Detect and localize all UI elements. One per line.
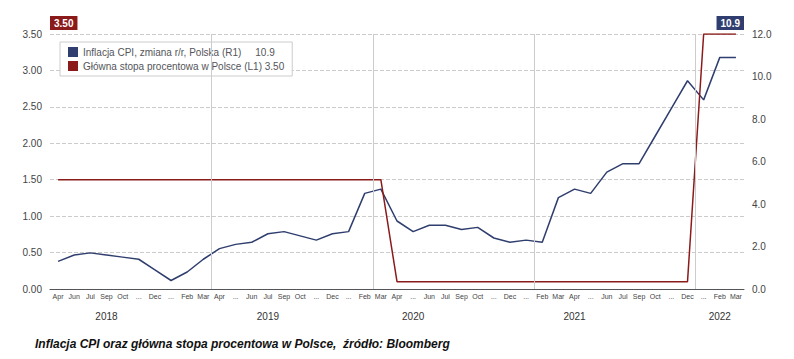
svg-text:Jun: Jun — [601, 293, 612, 300]
svg-text:Sep: Sep — [278, 293, 291, 301]
svg-text:Inflacja CPI oraz główna stopa: Inflacja CPI oraz główna stopa procentow… — [35, 337, 450, 351]
svg-text:Feb: Feb — [181, 293, 193, 300]
svg-text:Jun: Jun — [246, 293, 257, 300]
svg-text:Jul: Jul — [263, 293, 272, 300]
svg-text:2020: 2020 — [402, 311, 425, 322]
svg-text:...: ... — [233, 293, 239, 300]
svg-text:2.0: 2.0 — [752, 241, 766, 252]
svg-text:...: ... — [668, 293, 674, 300]
svg-text:12.0: 12.0 — [752, 29, 772, 40]
svg-text:...: ... — [168, 293, 174, 300]
svg-text:Mar: Mar — [730, 293, 743, 300]
svg-text:Sep: Sep — [633, 293, 646, 301]
svg-text:Mar: Mar — [375, 293, 388, 300]
svg-text:6.0: 6.0 — [752, 156, 766, 167]
svg-text:Apr: Apr — [569, 293, 581, 301]
svg-text:2.00: 2.00 — [23, 138, 43, 149]
svg-text:...: ... — [313, 293, 319, 300]
svg-text:...: ... — [588, 293, 594, 300]
svg-text:Dec: Dec — [504, 293, 517, 300]
svg-text:...: ... — [410, 293, 416, 300]
svg-text:8.0: 8.0 — [752, 114, 766, 125]
svg-text:Oct: Oct — [650, 293, 661, 300]
svg-text:2022: 2022 — [709, 311, 732, 322]
svg-text:1.50: 1.50 — [23, 174, 43, 185]
svg-text:Jul: Jul — [618, 293, 627, 300]
svg-text:3.00: 3.00 — [23, 65, 43, 76]
svg-text:3.50: 3.50 — [54, 18, 74, 29]
svg-text:2021: 2021 — [563, 311, 586, 322]
svg-text:...: ... — [346, 293, 352, 300]
svg-text:Feb: Feb — [359, 293, 371, 300]
svg-text:2.50: 2.50 — [23, 101, 43, 112]
svg-text:Oct: Oct — [472, 293, 483, 300]
svg-text:...: ... — [491, 293, 497, 300]
svg-text:Oct: Oct — [117, 293, 128, 300]
svg-text:0.0: 0.0 — [752, 284, 766, 295]
svg-text:Inflacja CPI, zmiana r/r, Pols: Inflacja CPI, zmiana r/r, Polska (R1) 10… — [83, 47, 275, 58]
svg-text:10.0: 10.0 — [752, 71, 772, 82]
svg-text:Jun: Jun — [69, 293, 80, 300]
svg-text:10.9: 10.9 — [721, 18, 741, 29]
svg-text:1.00: 1.00 — [23, 211, 43, 222]
svg-text:Oct: Oct — [295, 293, 306, 300]
svg-text:Dec: Dec — [149, 293, 162, 300]
svg-text:Jun: Jun — [424, 293, 435, 300]
svg-text:4.0: 4.0 — [752, 199, 766, 210]
svg-text:Dec: Dec — [681, 293, 694, 300]
svg-text:Mar: Mar — [197, 293, 210, 300]
svg-text:Główna stopa procentowa w Pols: Główna stopa procentowa w Polsce (L1) 3.… — [83, 61, 285, 72]
svg-text:2018: 2018 — [95, 311, 118, 322]
svg-text:...: ... — [136, 293, 142, 300]
svg-text:2019: 2019 — [257, 311, 280, 322]
svg-text:Apr: Apr — [53, 293, 65, 301]
svg-text:Jul: Jul — [441, 293, 450, 300]
svg-text:...: ... — [701, 293, 707, 300]
svg-text:Sep: Sep — [100, 293, 113, 301]
svg-text:Sep: Sep — [455, 293, 468, 301]
svg-text:Apr: Apr — [392, 293, 404, 301]
svg-text:Mar: Mar — [552, 293, 565, 300]
svg-text:...: ... — [523, 293, 529, 300]
svg-text:Feb: Feb — [536, 293, 548, 300]
svg-text:Jul: Jul — [86, 293, 95, 300]
svg-text:0.00: 0.00 — [23, 284, 43, 295]
svg-text:Feb: Feb — [714, 293, 726, 300]
svg-text:0.50: 0.50 — [23, 247, 43, 258]
svg-text:3.50: 3.50 — [23, 29, 43, 40]
svg-text:Apr: Apr — [214, 293, 226, 301]
svg-text:Dec: Dec — [326, 293, 339, 300]
